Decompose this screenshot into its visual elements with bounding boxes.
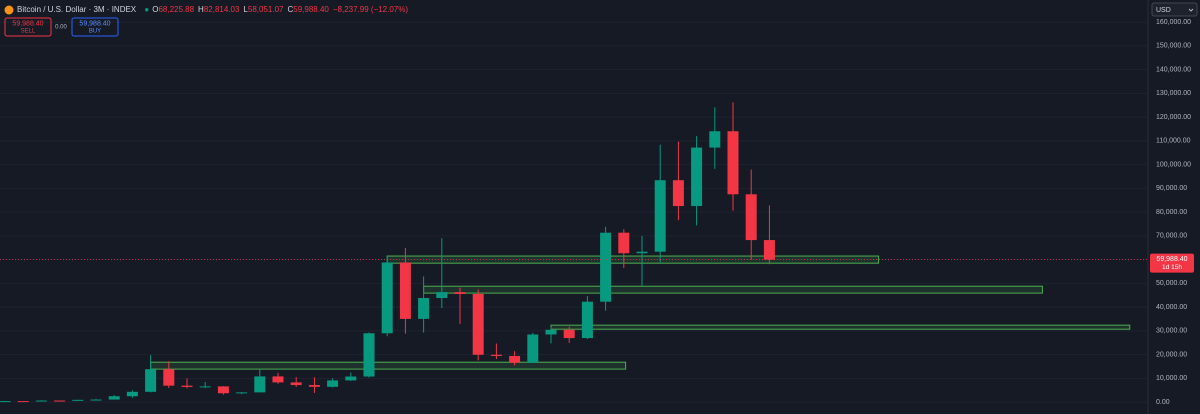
candle-body (454, 292, 466, 294)
buy-price: 59,988.40 (79, 20, 110, 27)
candle-body (636, 251, 648, 254)
y-tick-label: 0.00 (1156, 399, 1170, 406)
y-tick-label: 70,000.00 (1156, 233, 1187, 240)
y-tick-label: 30,000.00 (1156, 328, 1187, 335)
candle-body (35, 400, 47, 402)
candle-body (509, 355, 521, 363)
candle-body (236, 392, 248, 394)
candle-body (72, 399, 84, 401)
candle-body (0, 401, 11, 403)
zone (550, 324, 1131, 330)
y-tick-label: 140,000.00 (1156, 66, 1191, 73)
ohlc-key: L (243, 5, 248, 14)
spread: 0.00 (55, 25, 67, 31)
price-tag-countdown: 1d 15h (1162, 264, 1182, 271)
y-tick-label: 100,000.00 (1156, 161, 1191, 168)
header: Bitcoin / U.S. Dollar · 3M · INDEX ● O68,… (17, 5, 408, 14)
candle-body (254, 376, 266, 393)
candle-body (181, 385, 193, 387)
candle-body (217, 386, 229, 394)
candle-body (199, 386, 211, 388)
candle-body (90, 399, 102, 401)
sell-price: 59,988.40 (12, 20, 43, 27)
candle-body (600, 232, 612, 302)
candle-body (381, 262, 393, 334)
y-tick-label: 150,000.00 (1156, 43, 1191, 50)
ohlc-value: 59,988.40 (293, 5, 329, 14)
ohlc-value: 58,051.07 (248, 5, 284, 14)
candle-body (54, 400, 66, 402)
ohlc-value: 82,814.03 (204, 5, 240, 14)
price-tag-price: 59,988.40 (1156, 256, 1187, 263)
candle-body (363, 333, 375, 377)
candle-body (581, 301, 593, 339)
candle-body (472, 293, 484, 355)
buy-label: BUY (89, 29, 101, 35)
y-tick-label: 80,000.00 (1156, 209, 1187, 216)
candle-body (126, 391, 138, 397)
candle-body (345, 376, 357, 381)
candle-body (563, 329, 575, 339)
candle-body (527, 334, 539, 363)
zone (150, 361, 627, 370)
candle-body (745, 194, 757, 241)
candle-body (763, 240, 775, 260)
y-tick-label: 40,000.00 (1156, 304, 1187, 311)
sell-label: SELL (21, 29, 36, 35)
currency-select[interactable] (1151, 2, 1198, 17)
y-tick-label: 110,000.00 (1156, 138, 1191, 145)
grid (0, 21, 1148, 403)
candle-body (672, 180, 684, 207)
coin-icon (4, 5, 14, 15)
candle-body (399, 262, 411, 319)
candle-body (163, 369, 175, 386)
price-tag (1150, 253, 1194, 273)
ohlc-key: O (152, 5, 158, 14)
candle-body (17, 401, 29, 403)
zone (423, 285, 1043, 294)
candle-body (709, 131, 721, 148)
y-tick-label: 50,000.00 (1156, 280, 1187, 287)
candle-body (308, 385, 320, 387)
candle-body (290, 382, 302, 386)
candle-body (545, 329, 557, 335)
candle-body (327, 380, 339, 387)
y-tick-label: 20,000.00 (1156, 351, 1187, 358)
candle-body (418, 298, 430, 319)
change: −8,237.99 (−12.07%) (333, 5, 409, 14)
buy-button[interactable] (71, 17, 119, 37)
candle-body (691, 147, 703, 207)
candle-body (654, 180, 666, 252)
currency: USD (1156, 7, 1171, 14)
y-tick-label: 160,000.00 (1156, 19, 1191, 26)
y-tick-label: 10,000.00 (1156, 375, 1187, 382)
title: Bitcoin / U.S. Dollar · 3M · INDEX (17, 5, 137, 14)
candle-body (727, 131, 739, 195)
sell-button[interactable] (4, 17, 52, 37)
candles (0, 102, 775, 403)
candle-body (436, 292, 448, 299)
ohlc-value: 68,225.88 (158, 5, 194, 14)
status-dot: ● (144, 5, 149, 14)
y-tick-label: 130,000.00 (1156, 90, 1191, 97)
dropdown-arrow (1188, 8, 1194, 12)
candle-body (108, 396, 120, 400)
y-tick-label: 90,000.00 (1156, 185, 1187, 192)
y-tick-label: 120,000.00 (1156, 114, 1191, 121)
candle-body (490, 354, 502, 356)
candle-body (272, 376, 284, 383)
candle-body (618, 232, 630, 254)
ohlc-key: C (287, 5, 293, 14)
candle-body (145, 369, 157, 392)
ohlc-key: H (198, 5, 204, 14)
